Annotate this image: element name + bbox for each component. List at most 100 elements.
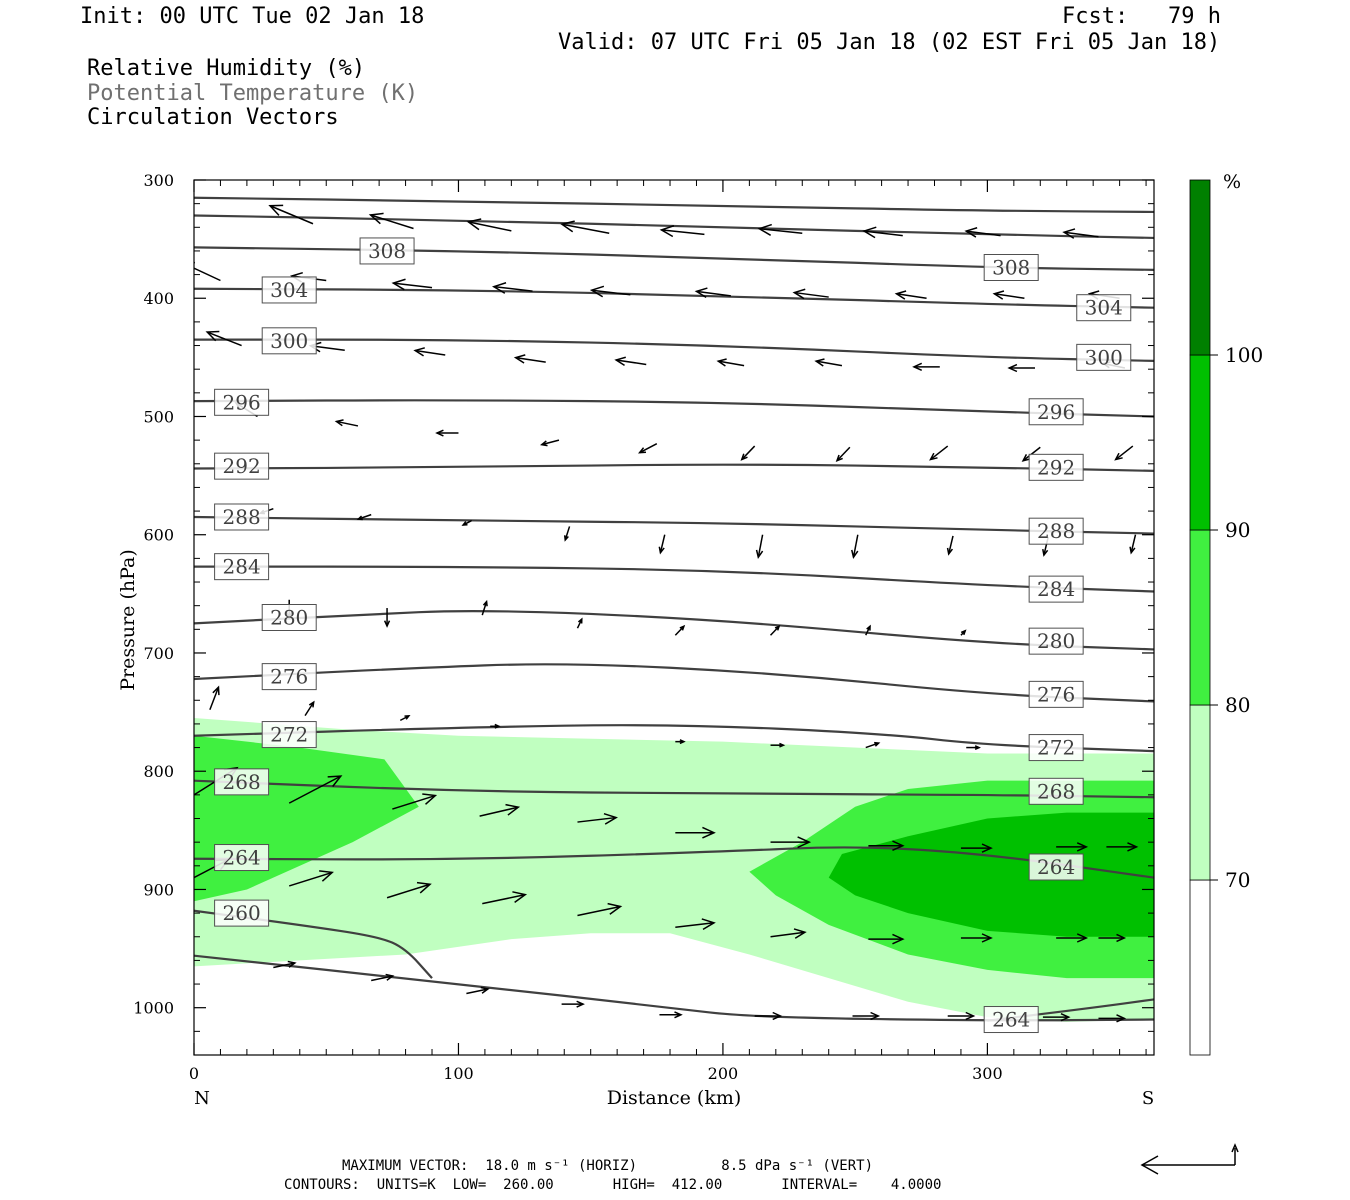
vector-shaft bbox=[561, 223, 610, 234]
circulation-vector-90 bbox=[466, 986, 490, 995]
vector-head bbox=[491, 282, 507, 294]
circulation-vector-64 bbox=[865, 741, 881, 749]
vector-head bbox=[974, 745, 981, 751]
circulation-vector-22 bbox=[413, 347, 446, 357]
theta-contour-264-16 bbox=[987, 998, 1154, 1022]
vector-shaft bbox=[1063, 231, 1099, 238]
vector-shaft bbox=[370, 214, 414, 230]
vector-shaft bbox=[209, 686, 220, 710]
circulation-vector-42 bbox=[461, 519, 473, 526]
contour-label-box bbox=[1028, 575, 1084, 603]
circulation-vector-1 bbox=[268, 204, 314, 225]
circulation-vector-84 bbox=[868, 933, 905, 945]
theta-contour-272-11 bbox=[194, 724, 1154, 753]
vector-shaft bbox=[1130, 534, 1137, 553]
circulation-vector-73 bbox=[868, 840, 905, 852]
circulation-vector-65 bbox=[966, 745, 981, 751]
vector-head bbox=[466, 218, 482, 231]
y-tick-label: 500 bbox=[143, 407, 174, 426]
vector-shaft bbox=[194, 267, 221, 282]
vector-shaft bbox=[759, 227, 803, 234]
contour-label-box bbox=[1028, 853, 1084, 881]
vector-shaft bbox=[468, 221, 512, 232]
theta-contour-264-15 bbox=[194, 954, 1154, 1022]
circulation-vector-46 bbox=[851, 534, 859, 560]
vector-head bbox=[814, 358, 825, 367]
circulation-vector-96 bbox=[1042, 1012, 1071, 1022]
contour-label-23: 264 bbox=[1028, 853, 1084, 881]
colorbar-tick-label: 90 bbox=[1225, 518, 1250, 542]
vector-shaft bbox=[371, 975, 393, 982]
vector-head bbox=[212, 685, 220, 696]
circulation-vector-36 bbox=[835, 446, 851, 463]
contour-label-25: 264 bbox=[983, 1006, 1039, 1034]
circulation-vector-14 bbox=[589, 285, 631, 298]
rh-region-90-3 bbox=[828, 812, 1154, 937]
contour-label-box bbox=[1028, 777, 1084, 805]
vector-shaft bbox=[659, 534, 666, 553]
colorbar-tick-label: 100 bbox=[1225, 343, 1263, 367]
contour-label-box bbox=[261, 327, 317, 355]
vector-shaft bbox=[769, 625, 780, 636]
circulation-vector-57 bbox=[960, 629, 967, 636]
vector-head bbox=[965, 1011, 976, 1021]
vector-head bbox=[637, 447, 647, 454]
vector-shaft bbox=[966, 230, 1001, 237]
circulation-vectors bbox=[194, 204, 1139, 1023]
circulation-vector-51 bbox=[383, 608, 391, 628]
vector-head bbox=[416, 881, 432, 894]
y-tick-label: 1000 bbox=[133, 999, 174, 1018]
vector-shaft bbox=[481, 601, 488, 616]
vector-shaft bbox=[515, 356, 546, 363]
contour-label-text: 304 bbox=[270, 278, 308, 302]
vector-shaft bbox=[616, 359, 647, 366]
vector-head bbox=[960, 629, 967, 636]
vector-head bbox=[560, 220, 575, 233]
legend-potential-temperature: Potential Temperature (K) bbox=[87, 81, 419, 106]
circulation-vector-5 bbox=[659, 225, 705, 238]
contour-label-box bbox=[214, 553, 270, 581]
vector-shaft bbox=[794, 291, 829, 298]
circulation-vector-93 bbox=[754, 1011, 783, 1021]
theta-contour-284-8 bbox=[194, 565, 1154, 593]
circulation-vector-63 bbox=[770, 742, 786, 748]
potential-temperature-contours bbox=[194, 196, 1154, 1022]
circulation-vector-32 bbox=[435, 429, 459, 437]
contour-label-1: 308 bbox=[983, 254, 1039, 281]
circulation-vector-74 bbox=[960, 843, 993, 853]
vector-shaft bbox=[661, 229, 705, 236]
vector-head bbox=[461, 521, 468, 526]
plot-frame bbox=[193, 179, 1155, 1056]
circulation-vector-87 bbox=[1098, 933, 1127, 943]
vector-shaft bbox=[288, 775, 342, 804]
vector-shaft bbox=[863, 230, 903, 237]
circulation-vector-15 bbox=[694, 287, 731, 299]
circulation-vector-58 bbox=[209, 685, 220, 710]
contour-label-19: 272 bbox=[1028, 734, 1084, 762]
contour-label-box bbox=[1028, 398, 1084, 426]
vector-head bbox=[422, 793, 438, 805]
vector-head bbox=[1076, 842, 1089, 852]
vector-head bbox=[494, 723, 501, 729]
circulation-vector-33 bbox=[539, 439, 560, 447]
contour-label-box bbox=[1028, 627, 1084, 655]
contour-label-6: 296 bbox=[214, 388, 270, 416]
vector-head bbox=[659, 225, 675, 238]
vector-head bbox=[603, 812, 618, 825]
vector-head bbox=[308, 700, 315, 708]
contour-label-text: 296 bbox=[223, 390, 261, 414]
y-tick-label: 700 bbox=[143, 644, 174, 663]
vector-head bbox=[1062, 228, 1076, 239]
circulation-vector-37 bbox=[929, 445, 949, 461]
vector-head bbox=[1021, 454, 1031, 462]
circulation-vector-43 bbox=[563, 526, 571, 542]
theta-contour-268-12 bbox=[194, 779, 1154, 799]
contour-label-16: 276 bbox=[261, 663, 317, 691]
vector-shaft bbox=[1115, 445, 1134, 461]
vector-shaft bbox=[865, 742, 879, 749]
forecast-hour-label: Fcst: 79 h bbox=[1062, 4, 1221, 29]
x-tick-label: 100 bbox=[443, 1064, 474, 1083]
contour-label-12: 284 bbox=[214, 553, 270, 581]
legend-circulation-vectors: Circulation Vectors bbox=[87, 105, 339, 130]
